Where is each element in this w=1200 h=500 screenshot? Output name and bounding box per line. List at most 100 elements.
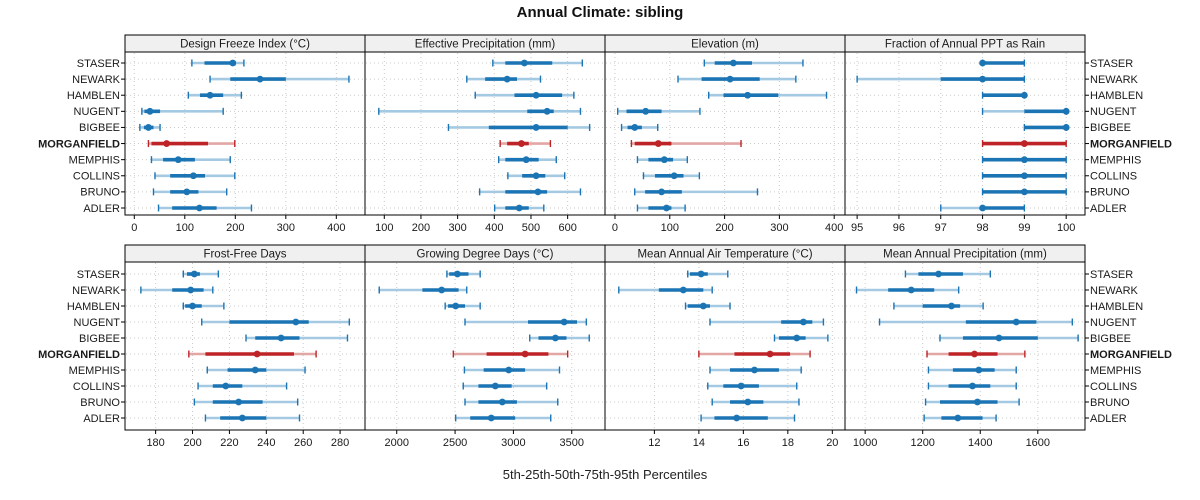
- station-label-left: HAMBLEN: [67, 90, 120, 102]
- x-axis-tick-label: 1600: [1026, 437, 1050, 449]
- x-axis-tick-label: 280: [331, 437, 349, 449]
- station-label-right: ADLER: [1090, 203, 1127, 215]
- median-dot: [1062, 107, 1070, 115]
- median-dot: [654, 140, 662, 147]
- panel: Mean Annual Precipitation (mm) 1000 1200 14…: [844, 244, 1089, 449]
- station-label-left: ADLER: [83, 203, 120, 215]
- median-dot: [973, 398, 981, 406]
- median-dot: [518, 140, 525, 147]
- median-dot: [174, 156, 182, 164]
- station-label-right: HAMBLEN: [1090, 301, 1143, 313]
- median-dot: [726, 75, 734, 83]
- x-axis-tick-label: 400: [485, 222, 503, 234]
- panel-body: [844, 261, 1086, 431]
- median-dot: [1012, 318, 1020, 326]
- x-axis-tick-label: 200: [183, 437, 201, 449]
- median-dot: [190, 270, 198, 278]
- x-axis-tick-label: 3500: [560, 437, 584, 449]
- x-axis-tick-label: 300: [770, 222, 788, 234]
- panel-body: [124, 261, 366, 431]
- station-label-left: COLLINS: [73, 381, 120, 393]
- station-label-left: NEWARK: [72, 285, 121, 297]
- median-dot: [975, 366, 983, 374]
- median-dot: [744, 398, 752, 406]
- median-dot: [454, 270, 461, 278]
- panel-strip-title: Fraction of Annual PPT as Rain: [885, 39, 1045, 51]
- median-dot: [438, 286, 446, 294]
- station-label-right: MEMPHIS: [1090, 365, 1141, 377]
- median-dot: [1020, 172, 1028, 180]
- x-axis-tick-label: 18: [782, 437, 794, 449]
- median-dot: [1020, 91, 1028, 99]
- station-label-right: MEMPHIS: [1090, 154, 1141, 166]
- x-axis-tick-label: 300: [448, 222, 466, 234]
- x-axis-tick-label: 400: [327, 222, 345, 234]
- station-label-right: HAMBLEN: [1090, 90, 1143, 102]
- x-axis-tick-label: 600: [558, 222, 576, 234]
- station-label-left: NEWARK: [72, 74, 121, 86]
- panel-strip-title: Effective Precipitation (mm): [415, 39, 556, 51]
- station-label-left: STASER: [77, 58, 120, 70]
- median-dot: [660, 156, 668, 164]
- median-dot: [277, 334, 285, 342]
- median-dot: [520, 59, 528, 67]
- station-label-right: NEWARK: [1090, 285, 1139, 297]
- station-label-right: BIGBEE: [1090, 333, 1131, 345]
- panel-body: [604, 261, 846, 431]
- median-dot: [515, 204, 523, 212]
- station-label-left: COLLINS: [73, 171, 120, 183]
- median-dot: [522, 156, 530, 164]
- median-dot: [935, 270, 942, 278]
- station-label-left: NUGENT: [74, 317, 121, 329]
- median-dot: [189, 302, 196, 310]
- median-dot: [800, 318, 807, 326]
- panel: Mean Annual Air Temperature (°C) 12 14 16 18…: [604, 244, 846, 449]
- median-dot: [196, 204, 203, 212]
- median-dot: [979, 75, 986, 83]
- panel: Elevation (m) 0 100 200 300 400: [604, 34, 846, 234]
- station-label-left: MEMPHIS: [69, 154, 120, 166]
- median-dot: [679, 286, 687, 294]
- median-dot: [532, 172, 540, 180]
- station-label-right: BIGBEE: [1090, 122, 1131, 134]
- station-label-left: BIGBEE: [79, 122, 120, 134]
- x-axis-tick-label: 500: [522, 222, 540, 234]
- median-dot: [751, 366, 758, 374]
- station-label-right: BRUNO: [1090, 397, 1130, 409]
- percentile-caption: 5th-25th-50th-75th-95th Percentiles: [502, 467, 708, 482]
- station-label-left: ADLER: [83, 413, 120, 425]
- station-label-right: BRUNO: [1090, 187, 1130, 199]
- median-dot: [642, 107, 650, 115]
- median-dot: [1020, 188, 1028, 196]
- median-dot: [969, 382, 976, 390]
- x-axis-tick-label: 1400: [968, 437, 992, 449]
- median-dot: [979, 59, 986, 67]
- median-dot: [206, 91, 214, 99]
- median-dot: [521, 350, 529, 358]
- x-axis-tick-label: 98: [976, 222, 988, 234]
- station-label-left: MORGANFIELD: [38, 138, 120, 150]
- station-label-left: BRUNO: [80, 397, 120, 409]
- x-axis-tick-label: 99: [1018, 222, 1030, 234]
- station-label-right: COLLINS: [1090, 381, 1137, 393]
- panel-body: [364, 51, 606, 216]
- median-dot: [163, 140, 171, 147]
- panel-strip-title: Elevation (m): [691, 39, 759, 51]
- median-dot: [532, 91, 540, 99]
- median-dot: [729, 59, 737, 67]
- station-label-left: HAMBLEN: [67, 301, 120, 313]
- station-label-right: STASER: [1090, 58, 1133, 70]
- median-dot: [146, 107, 154, 115]
- median-dot: [543, 107, 551, 115]
- median-dot: [979, 204, 986, 212]
- station-label-right: MORGANFIELD: [1090, 138, 1172, 150]
- median-dot: [256, 75, 264, 83]
- median-dot: [187, 286, 195, 294]
- x-axis-tick-label: 240: [257, 437, 275, 449]
- median-dot: [253, 350, 261, 358]
- panel: Design Freeze Index (°C) 0 100 200 300 400: [121, 34, 366, 234]
- x-axis-tick-label: 200: [412, 222, 430, 234]
- median-dot: [658, 188, 665, 196]
